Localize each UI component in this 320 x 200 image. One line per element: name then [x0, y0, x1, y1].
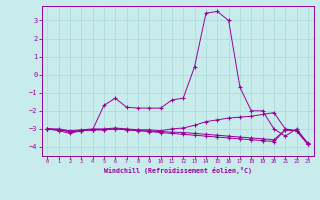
- X-axis label: Windchill (Refroidissement éolien,°C): Windchill (Refroidissement éolien,°C): [104, 167, 252, 174]
